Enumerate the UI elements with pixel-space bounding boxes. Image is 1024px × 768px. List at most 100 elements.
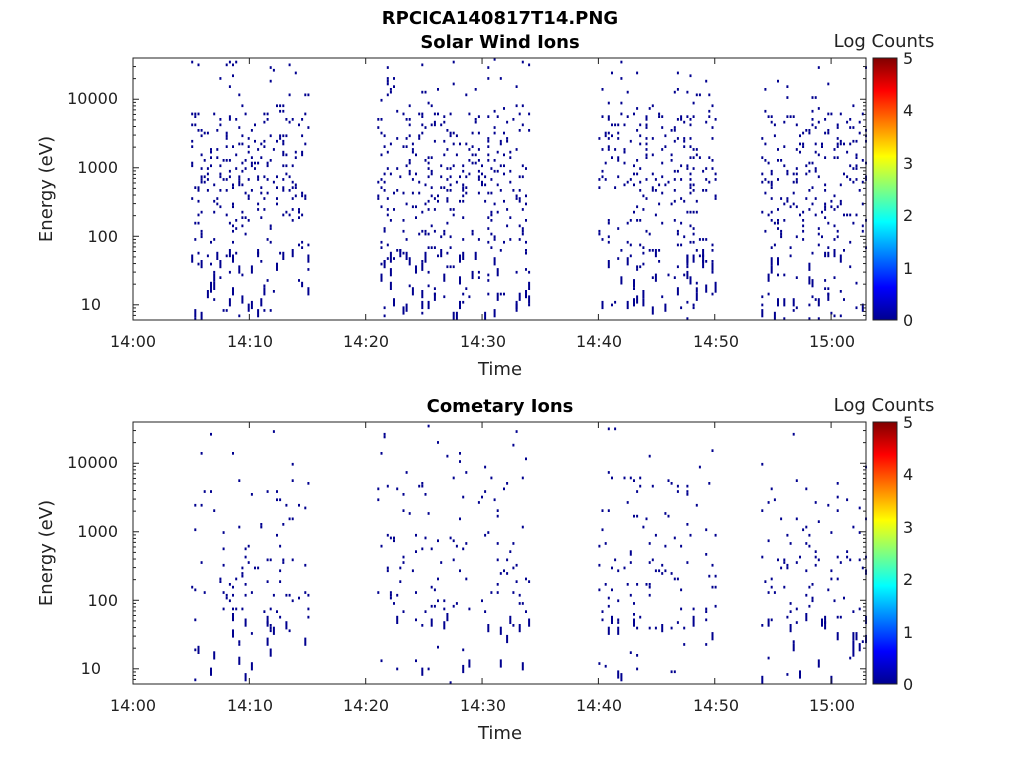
- spectrogram-cell: [254, 566, 256, 570]
- spectrogram-cell: [298, 596, 300, 600]
- spectrogram-cell: [783, 120, 786, 124]
- spectrogram-cell: [658, 260, 661, 263]
- spectrogram-cell: [411, 178, 414, 181]
- spectrogram-cell: [241, 183, 244, 187]
- spectrogram-cell: [427, 161, 430, 165]
- spectrogram-cell: [770, 183, 773, 187]
- spectrogram-cell: [692, 254, 695, 263]
- spectrogram-cell: [789, 254, 792, 258]
- spectrogram-cell: [304, 197, 307, 200]
- spectrogram-cell: [194, 528, 197, 532]
- spectrogram-cell: [443, 186, 446, 189]
- spectrogram-cell: [623, 123, 626, 127]
- spectrogram-cell: [282, 150, 285, 154]
- spectrogram-cell: [786, 615, 789, 619]
- spectrogram-cell: [421, 547, 424, 551]
- spectrogram-cell: [200, 178, 203, 181]
- spectrogram-cell: [795, 479, 798, 482]
- spectrogram-cell: [421, 112, 424, 116]
- spectrogram-cell: [496, 183, 499, 187]
- spectrogram-cell: [626, 180, 629, 184]
- spectrogram-cell: [222, 607, 225, 611]
- spectrogram-cell: [200, 167, 203, 170]
- spectrogram-cell: [443, 621, 446, 630]
- spectrogram-cell: [824, 254, 827, 258]
- spectrogram-cell: [777, 257, 779, 266]
- spectrogram-cell: [626, 221, 629, 225]
- spectrogram-cell: [849, 164, 852, 168]
- spectrogram-cell: [487, 77, 490, 80]
- spectrogram-cell: [477, 191, 480, 195]
- spectrogram-cell: [244, 583, 247, 586]
- spectrogram-cell: [692, 615, 695, 619]
- spectrogram-cell: [623, 148, 626, 151]
- spectrogram-cell: [676, 577, 679, 581]
- spectrogram-cell: [783, 585, 786, 589]
- spectrogram-cell: [487, 66, 490, 69]
- spectrogram-cell: [452, 82, 455, 86]
- spectrogram-cell: [795, 172, 798, 176]
- spectrogram-cell: [266, 615, 269, 619]
- spectrogram-cell: [499, 142, 502, 146]
- spectrogram-cell: [620, 112, 623, 116]
- spectrogram-cell: [521, 602, 524, 605]
- spectrogram-cell: [377, 591, 380, 594]
- spectrogram-cell: [852, 104, 855, 108]
- spectrogram-cell: [604, 664, 607, 668]
- spectrogram-cell: [680, 243, 683, 247]
- spectrogram-cell: [789, 624, 792, 633]
- spectrogram-cell: [257, 175, 260, 179]
- spectrogram-cell: [786, 85, 789, 88]
- spectrogram-cell: [380, 178, 383, 181]
- spectrogram-cell: [642, 246, 645, 249]
- spectrogram-cell: [250, 662, 253, 671]
- spectrogram-cell: [601, 175, 604, 179]
- spectrogram-cell: [269, 227, 272, 230]
- spectrogram-cell: [824, 216, 827, 219]
- spectrogram-cell: [228, 159, 231, 162]
- spectrogram-cell: [636, 490, 639, 493]
- spectrogram-cell: [257, 148, 260, 151]
- spectrogram-cell: [298, 123, 300, 127]
- spectrogram-cell: [777, 79, 779, 83]
- spectrogram-cell: [607, 427, 610, 431]
- spectrogram-cell: [459, 199, 461, 203]
- spectrogram-cell: [767, 273, 770, 282]
- spectrogram-cell: [639, 134, 642, 138]
- spectrogram-cell: [493, 498, 496, 502]
- spectrogram-cell: [462, 238, 465, 241]
- spectrogram-cell: [614, 123, 617, 127]
- spectrogram-cell: [260, 298, 263, 307]
- spectrogram-cell: [648, 626, 651, 630]
- spectrogram-cell: [291, 249, 294, 258]
- spectrogram-cell: [465, 186, 468, 189]
- spectrogram-cell: [598, 229, 601, 233]
- spectrogram-cell: [846, 555, 849, 559]
- spectrogram-cell: [433, 292, 436, 301]
- spectrogram-cell: [210, 667, 212, 676]
- y-tick-label: 10000: [67, 453, 118, 472]
- spectrogram-cell: [228, 169, 231, 173]
- spectrogram-cell: [437, 199, 439, 203]
- spectrogram-cell: [764, 229, 767, 233]
- spectrogram-cell: [795, 621, 798, 624]
- spectrogram-cell: [636, 583, 639, 586]
- spectrogram-cell: [714, 574, 717, 578]
- spectrogram-cell: [814, 501, 817, 504]
- colorbar-tick: 2: [903, 206, 913, 225]
- colorbar-tick: 0: [903, 311, 913, 330]
- spectrogram-cell: [238, 180, 241, 184]
- spectrogram-cell: [767, 161, 770, 165]
- spectrogram-cell: [802, 238, 805, 241]
- spectrogram-cell: [266, 490, 269, 493]
- spectrogram-cell: [440, 249, 443, 258]
- spectrogram-cell: [433, 112, 436, 116]
- spectrogram-cell: [645, 178, 648, 181]
- spectrogram-cell: [291, 208, 294, 211]
- spectrogram-cell: [389, 596, 392, 600]
- spectrogram-cell: [238, 640, 241, 643]
- spectrogram-cell: [383, 145, 386, 148]
- spectrogram-cell: [430, 194, 433, 198]
- spectrogram-cell: [658, 112, 661, 116]
- spectrogram-cell: [761, 555, 764, 559]
